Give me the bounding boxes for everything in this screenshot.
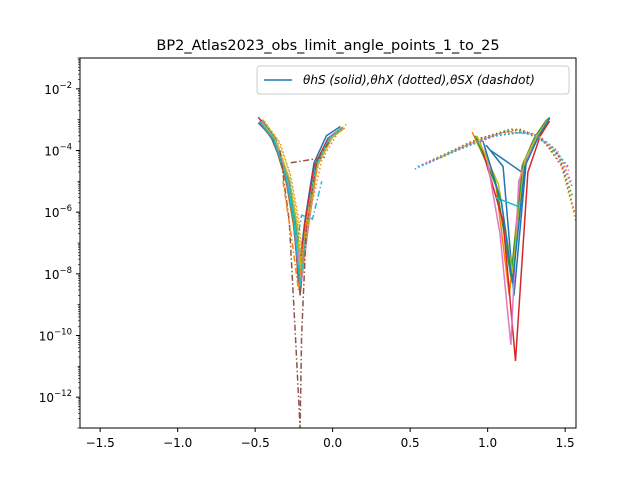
series-line-solid-17 xyxy=(474,117,549,277)
series-line-dotted-26 xyxy=(440,128,576,213)
legend-label: θhS (solid),θhX (dotted),θSX (dashdot) xyxy=(303,73,535,87)
series-line-solid-18 xyxy=(479,120,551,361)
series-line-solid-22 xyxy=(482,118,551,284)
x-tick-label-6: 1.5 xyxy=(556,436,575,450)
series-line-dotted-8 xyxy=(262,119,348,260)
series-line-solid-15 xyxy=(490,149,523,173)
series-line-dotted-30 xyxy=(428,130,574,189)
series-line-dashdot-13 xyxy=(282,166,318,291)
x-tick-label-0: −1.5 xyxy=(86,436,115,450)
series-line-dashdot-11 xyxy=(290,156,326,164)
x-axis: −1.5 −1.0 −0.5 0.0 0.5 1.0 1.5 xyxy=(86,428,575,450)
x-tick-label-4: 0.5 xyxy=(401,436,420,450)
y-tick-label-4: 10−4 xyxy=(44,143,72,159)
x-tick-label-1: −1.0 xyxy=(163,436,192,450)
x-tick-label-3: 0.0 xyxy=(323,436,342,450)
y-tick-label-1: 10−10 xyxy=(39,328,72,344)
x-tick-label-5: 1.0 xyxy=(478,436,497,450)
y-tick-label-3: 10−6 xyxy=(44,204,72,220)
series-line-dotted-24 xyxy=(425,131,572,182)
y-axis: 10−12 10−10 10−8 10−6 10−4 10−2 xyxy=(39,57,80,429)
legend-box xyxy=(256,65,570,95)
plot-area xyxy=(257,116,576,428)
series-line-solid-21 xyxy=(495,196,519,208)
y-tick-label-5: 10−2 xyxy=(44,81,72,97)
y-tick-label-0: 10−12 xyxy=(39,389,72,405)
series-line-solid-7 xyxy=(259,121,343,287)
series-line-dashdot-10 xyxy=(279,140,331,428)
series-line-dotted-27 xyxy=(422,131,571,173)
series-line-solid-20 xyxy=(476,119,549,274)
chart-title: BP2_Atlas2023_obs_limit_angle_points_1_t… xyxy=(156,38,499,54)
x-tick-label-2: −0.5 xyxy=(241,436,270,450)
legend: θhS (solid),θhX (dotted),θSX (dashdot) xyxy=(256,65,570,95)
y-tick-label-2: 10−8 xyxy=(44,266,72,282)
series-line-dotted-25 xyxy=(433,128,574,198)
series-line-dashdot-12 xyxy=(288,181,323,244)
